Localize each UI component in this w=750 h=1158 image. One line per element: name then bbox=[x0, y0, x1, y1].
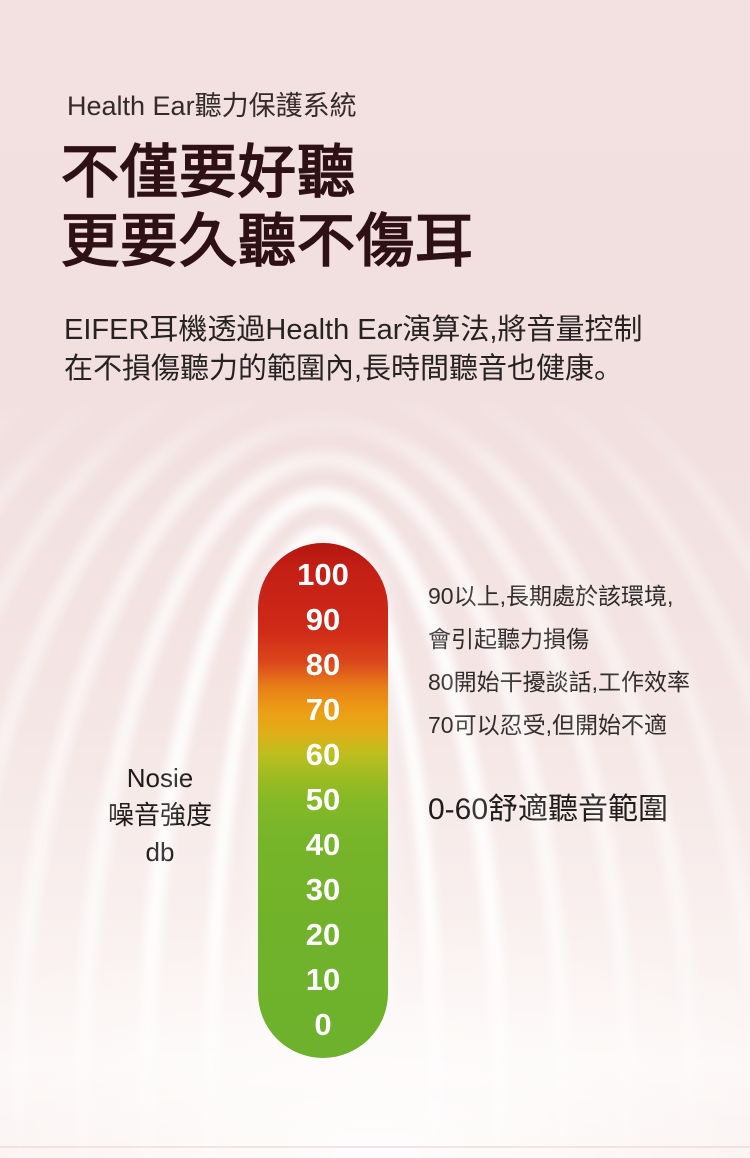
scale-tick-30: 30 bbox=[305, 871, 341, 907]
axis-label: Nosie 噪音強度 db bbox=[60, 760, 260, 871]
description-line2: 在不損傷聽力的範圍內,長時間聽音也健康。 bbox=[64, 353, 624, 385]
scale-tick-70: 70 bbox=[305, 691, 341, 727]
page-title-line2: 更要久聽不傷耳 bbox=[61, 209, 475, 274]
scale-tick-50: 50 bbox=[305, 781, 341, 817]
scale-tick-40: 40 bbox=[305, 826, 341, 862]
scale-tick-100: 100 bbox=[297, 556, 349, 592]
scale-tick-0: 0 bbox=[314, 1006, 332, 1042]
description-line1: EIFER耳機透過Health Ear演算法,將音量控制 bbox=[64, 314, 643, 346]
scale-tick-80: 80 bbox=[305, 646, 341, 682]
scale-tick-10: 10 bbox=[305, 961, 341, 997]
annotation-90-line1: 90以上,長期處於該環境, bbox=[428, 583, 674, 609]
eyebrow-heading: Health Ear聽力保護系統 bbox=[67, 91, 357, 121]
zone-annotations: 90以上,長期處於該環境, 會引起聽力損傷 80開始干擾談話,工作效率 70可以… bbox=[428, 575, 728, 747]
scale-tick-60: 60 bbox=[305, 736, 341, 772]
page-title-line1: 不僅要好聽 bbox=[61, 140, 357, 205]
bottom-divider bbox=[0, 1146, 750, 1148]
axis-label-unit: db bbox=[145, 837, 175, 867]
scale-tick-20: 20 bbox=[305, 916, 341, 952]
annotation-80: 80開始干擾談話,工作效率 bbox=[428, 669, 690, 695]
comfort-range-note: 0-60舒適聽音範圍 bbox=[428, 793, 669, 826]
annotation-90-line2: 會引起聽力損傷 bbox=[428, 626, 589, 652]
decibel-scale: 100 90 80 70 60 50 40 30 20 10 0 bbox=[258, 543, 388, 1058]
axis-label-en: Nosie bbox=[126, 763, 194, 793]
description-paragraph: EIFER耳機透過Health Ear演算法,將音量控制 在不損傷聽力的範圍內,… bbox=[64, 311, 642, 389]
page-title: 不僅要好聽 更要久聽不傷耳 bbox=[61, 138, 474, 276]
axis-label-zh: 噪音強度 bbox=[107, 800, 212, 830]
annotation-70: 70可以忍受,但開始不適 bbox=[428, 712, 667, 738]
scale-tick-90: 90 bbox=[305, 601, 341, 637]
